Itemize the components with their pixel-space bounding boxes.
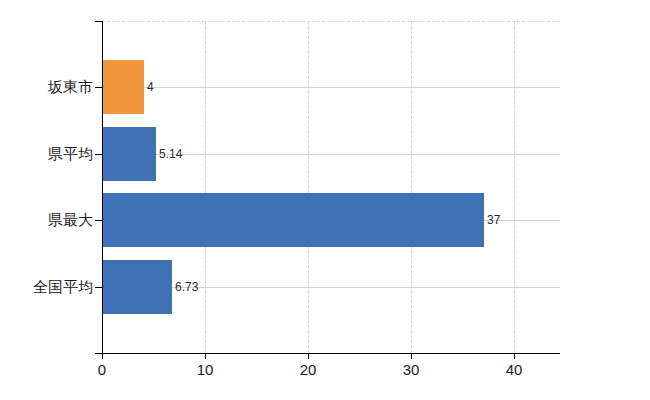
y-axis-tick xyxy=(95,287,102,288)
x-tick-label: 0 xyxy=(82,361,122,378)
x-tick-label: 30 xyxy=(391,361,431,378)
vertical-gridline xyxy=(205,21,206,353)
bar xyxy=(103,260,172,314)
x-tick-label: 10 xyxy=(185,361,225,378)
bar xyxy=(103,193,484,247)
bar xyxy=(103,127,156,181)
bar-value-label: 5.14 xyxy=(159,147,182,161)
y-axis-tick xyxy=(95,220,102,221)
x-tick-label: 20 xyxy=(288,361,328,378)
y-axis-line xyxy=(102,21,103,354)
x-axis-tick xyxy=(514,354,515,359)
bar-value-label: 6.73 xyxy=(175,280,198,294)
x-tick-label: 40 xyxy=(494,361,534,378)
x-axis-tick xyxy=(308,354,309,359)
category-label: 坂東市 xyxy=(0,78,93,96)
vertical-gridline xyxy=(308,21,309,353)
y-axis-tick xyxy=(95,154,102,155)
bar-value-label: 37 xyxy=(487,213,500,227)
bar xyxy=(103,60,144,114)
category-label: 全国平均 xyxy=(0,278,93,296)
x-axis-tick xyxy=(411,354,412,359)
x-axis-line xyxy=(95,353,560,354)
category-label: 県最大 xyxy=(0,211,93,229)
vertical-gridline xyxy=(411,21,412,353)
x-axis-tick xyxy=(205,354,206,359)
y-axis-tick xyxy=(95,87,102,88)
bar-value-label: 4 xyxy=(147,80,154,94)
plot-top-border xyxy=(102,21,560,22)
y-axis-tick xyxy=(95,21,102,22)
vertical-gridline xyxy=(514,21,515,353)
x-axis-tick xyxy=(102,354,103,359)
category-label: 県平均 xyxy=(0,145,93,163)
horizontal-gridline xyxy=(102,87,560,88)
bar-chart: 4 5.14 37 6.73 0 10 20 30 40 坂東市県平均県最大全国平均 xyxy=(0,0,650,400)
